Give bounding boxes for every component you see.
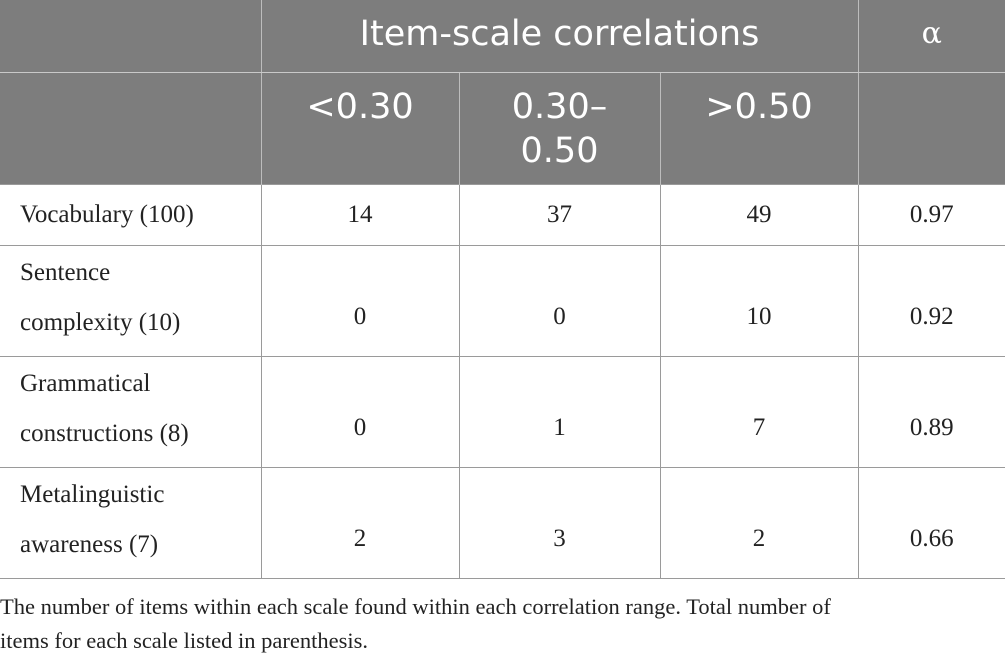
- cell-alpha: 0.92: [857, 244, 1005, 357]
- cell-gt050: 2: [659, 466, 859, 579]
- range-header-mid-line2: 0.50: [520, 130, 599, 171]
- table-body: Vocabulary (100) 14 37 49 0.97 Sentence …: [0, 183, 1005, 579]
- cell-alpha: 0.89: [857, 355, 1005, 468]
- header-row-group: Item-scale correlations α: [0, 0, 1005, 73]
- range-header-gt050: >0.50: [659, 72, 858, 184]
- correlation-table: Item-scale correlations α <0.30 0.30– 0.…: [0, 0, 1005, 579]
- alpha-header-lower: [857, 72, 1005, 184]
- header-row-ranges: <0.30 0.30– 0.50 >0.50: [0, 72, 1005, 184]
- table-footnote: The number of items within each scale fo…: [0, 590, 1005, 658]
- cell-mid: 1: [458, 355, 661, 468]
- row-label: Metalinguistic awareness (7): [0, 466, 262, 579]
- row-label-line2: constructions (8): [20, 419, 189, 447]
- cell-lt030: 14: [260, 183, 460, 246]
- row-label-line1: Grammatical: [20, 369, 151, 397]
- item-scale-correlations-header: Item-scale correlations: [260, 0, 858, 73]
- range-header-lt030: <0.30: [260, 72, 459, 184]
- row-label-line2: complexity (10): [20, 308, 181, 336]
- cell-gt050: 49: [659, 183, 859, 246]
- cell-lt030: 0: [260, 355, 460, 468]
- cell-mid: 3: [458, 466, 661, 579]
- cell-lt030: 0: [260, 244, 460, 357]
- table-row: Vocabulary (100) 14 37 49 0.97: [0, 183, 1005, 246]
- cell-mid: 37: [458, 183, 661, 246]
- table-row: Sentence complexity (10) 0 0 10 0.92: [0, 244, 1005, 357]
- cell-lt030: 2: [260, 466, 460, 579]
- row-label-line2: awareness (7): [20, 530, 159, 558]
- cell-alpha: 0.66: [857, 466, 1005, 579]
- footnote-line1: The number of items within each scale fo…: [0, 594, 831, 619]
- alpha-header: α: [857, 0, 1005, 73]
- cell-gt050: 10: [659, 244, 859, 357]
- cell-gt050: 7: [659, 355, 859, 468]
- table-row: Metalinguistic awareness (7) 2 3 2 0.66: [0, 466, 1005, 579]
- cell-mid: 0: [458, 244, 661, 357]
- row-label-line1: Sentence: [20, 258, 111, 286]
- header-corner-lower: [0, 72, 261, 184]
- row-label: Vocabulary (100): [0, 183, 262, 246]
- row-label: Grammatical constructions (8): [0, 355, 262, 468]
- range-header-mid: 0.30– 0.50: [458, 72, 660, 184]
- table-header: Item-scale correlations α <0.30 0.30– 0.…: [0, 0, 1005, 184]
- header-corner: [0, 0, 261, 73]
- cell-alpha: 0.97: [857, 183, 1005, 246]
- row-label-line1: Metalinguistic: [20, 480, 165, 508]
- footnote-line2: items for each scale listed in parenthes…: [0, 628, 368, 653]
- table-row: Grammatical constructions (8) 0 1 7 0.89: [0, 355, 1005, 468]
- row-label: Sentence complexity (10): [0, 244, 262, 357]
- range-header-mid-line1: 0.30–: [511, 86, 608, 127]
